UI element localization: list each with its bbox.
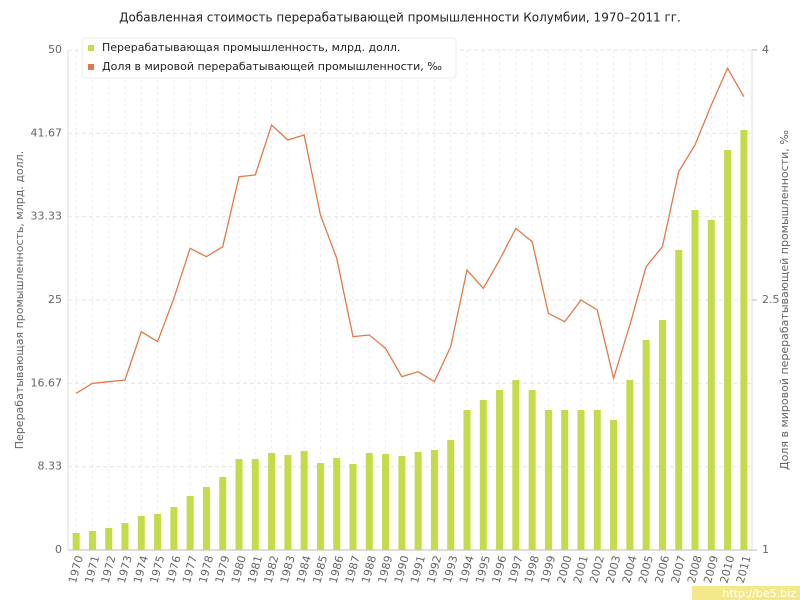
- legend-label: Перерабатывающая промышленность, млрд. д…: [102, 41, 400, 54]
- bar: [577, 410, 585, 550]
- watermark-box: [692, 586, 800, 600]
- bar: [691, 210, 699, 550]
- bar: [740, 130, 748, 550]
- bar: [642, 340, 650, 550]
- legend-swatch: [88, 64, 94, 70]
- bar: [365, 453, 373, 550]
- y2-tick-label: 1: [762, 543, 769, 556]
- bar: [251, 459, 259, 550]
- bar: [414, 452, 422, 550]
- bar: [284, 455, 292, 550]
- bar: [528, 390, 536, 550]
- y2-axis-label: Доля в мировой перерабатывающей промышле…: [778, 130, 791, 470]
- bar: [430, 450, 438, 550]
- chart-title: Добавленная стоимость перерабатывающей п…: [119, 11, 681, 25]
- legend-box: [81, 37, 457, 79]
- bar: [447, 440, 455, 550]
- bar: [154, 514, 162, 550]
- y2-tick-label: 2.5: [762, 293, 780, 306]
- bar: [170, 507, 178, 550]
- bar: [675, 250, 683, 550]
- bar: [479, 400, 487, 550]
- y-tick-label: 41.67: [31, 126, 63, 139]
- bar: [707, 220, 715, 550]
- bar: [610, 420, 618, 550]
- bar: [333, 458, 341, 550]
- y-tick-label: 25: [48, 293, 62, 306]
- y-axis-label: Перерабатывающая промышленность, млрд. д…: [13, 151, 26, 449]
- bar: [202, 487, 210, 550]
- y-tick-label: 50: [48, 43, 62, 56]
- bar: [219, 477, 227, 550]
- bar: [300, 451, 308, 550]
- bar: [349, 464, 357, 550]
- bar: [137, 516, 145, 550]
- bar: [105, 528, 113, 550]
- bar: [382, 454, 390, 550]
- y2-tick-label: 4: [762, 43, 769, 56]
- bar: [496, 390, 504, 550]
- bar: [593, 410, 601, 550]
- legend-label: Доля в мировой перерабатывающей промышле…: [102, 60, 442, 73]
- bar: [316, 463, 324, 550]
- y-tick-label: 33.33: [31, 210, 63, 223]
- bar: [88, 531, 96, 550]
- y-tick-label: 8.33: [38, 460, 63, 473]
- bar: [186, 496, 194, 550]
- bar: [235, 459, 243, 550]
- y-tick-label: 0: [55, 543, 62, 556]
- bar: [512, 380, 520, 550]
- bar: [72, 533, 80, 550]
- y-tick-label: 16.67: [31, 376, 63, 389]
- watermark: http://be5.biz: [722, 587, 796, 600]
- bar: [724, 150, 732, 550]
- bar: [268, 453, 276, 550]
- bar: [561, 410, 569, 550]
- bar: [398, 456, 406, 550]
- bar: [121, 523, 129, 550]
- bar: [463, 410, 471, 550]
- bar: [626, 380, 634, 550]
- bar: [544, 410, 552, 550]
- legend-swatch: [88, 45, 94, 51]
- line: [75, 66, 745, 394]
- bar: [658, 320, 666, 550]
